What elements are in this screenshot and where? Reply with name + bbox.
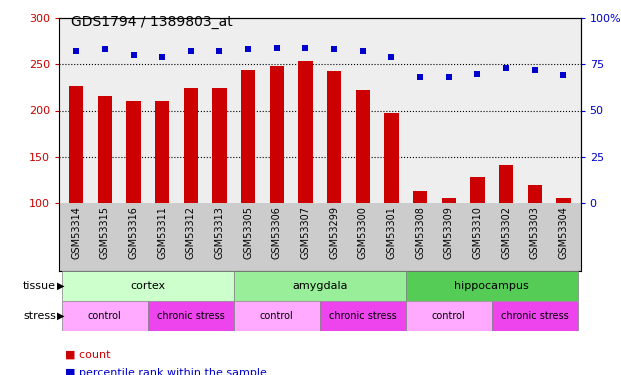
Bar bbox=[126, 101, 141, 203]
Bar bbox=[270, 66, 284, 203]
Point bbox=[157, 54, 167, 60]
Bar bbox=[470, 177, 484, 203]
Bar bbox=[442, 198, 456, 203]
Point bbox=[100, 46, 110, 53]
Bar bbox=[413, 191, 427, 203]
Text: control: control bbox=[260, 311, 294, 321]
Bar bbox=[148, 301, 234, 331]
Bar bbox=[327, 71, 342, 203]
Text: GSM53314: GSM53314 bbox=[71, 206, 81, 259]
Point bbox=[214, 48, 224, 54]
Point bbox=[530, 67, 540, 73]
Text: GSM53305: GSM53305 bbox=[243, 206, 253, 260]
Bar bbox=[528, 184, 542, 203]
Text: chronic stress: chronic stress bbox=[329, 311, 397, 321]
Text: GSM53315: GSM53315 bbox=[100, 206, 110, 260]
Point bbox=[501, 65, 511, 71]
Text: GSM53303: GSM53303 bbox=[530, 206, 540, 259]
Bar bbox=[384, 113, 399, 203]
Bar bbox=[155, 101, 170, 203]
Bar bbox=[234, 271, 406, 301]
Point bbox=[329, 46, 339, 53]
Text: ▶: ▶ bbox=[57, 311, 65, 321]
Point bbox=[243, 46, 253, 53]
Bar bbox=[69, 86, 83, 203]
Text: GSM53310: GSM53310 bbox=[473, 206, 483, 259]
Text: chronic stress: chronic stress bbox=[157, 311, 225, 321]
Text: tissue: tissue bbox=[23, 281, 56, 291]
Bar bbox=[298, 62, 312, 203]
Bar bbox=[97, 96, 112, 203]
Point bbox=[415, 74, 425, 80]
Text: ▶: ▶ bbox=[57, 281, 65, 291]
Bar bbox=[320, 301, 406, 331]
Text: GSM53312: GSM53312 bbox=[186, 206, 196, 260]
Point bbox=[558, 72, 568, 78]
Text: amygdala: amygdala bbox=[292, 281, 348, 291]
Text: ■ count: ■ count bbox=[65, 350, 111, 360]
Bar bbox=[356, 90, 370, 203]
Bar bbox=[556, 198, 571, 203]
Bar bbox=[499, 165, 514, 203]
Bar bbox=[184, 88, 198, 203]
Text: GSM53309: GSM53309 bbox=[444, 206, 454, 259]
Point bbox=[71, 48, 81, 54]
Text: GSM53300: GSM53300 bbox=[358, 206, 368, 259]
Text: hippocampus: hippocampus bbox=[455, 281, 529, 291]
Bar bbox=[234, 301, 320, 331]
Text: control: control bbox=[432, 311, 466, 321]
Bar bbox=[492, 301, 578, 331]
Text: GSM53301: GSM53301 bbox=[386, 206, 396, 259]
Bar bbox=[406, 271, 578, 301]
Bar bbox=[62, 301, 148, 331]
Text: GSM53306: GSM53306 bbox=[272, 206, 282, 259]
Point bbox=[473, 70, 483, 76]
Point bbox=[129, 52, 138, 58]
Text: GSM53304: GSM53304 bbox=[558, 206, 568, 259]
Text: GSM53311: GSM53311 bbox=[157, 206, 167, 259]
Bar bbox=[406, 301, 492, 331]
Text: cortex: cortex bbox=[130, 281, 165, 291]
Bar bbox=[241, 70, 255, 203]
Text: GSM53316: GSM53316 bbox=[129, 206, 138, 259]
Text: GDS1794 / 1389803_at: GDS1794 / 1389803_at bbox=[71, 15, 233, 29]
Text: GSM53307: GSM53307 bbox=[301, 206, 310, 260]
Bar bbox=[212, 88, 227, 203]
Text: ■ percentile rank within the sample: ■ percentile rank within the sample bbox=[65, 369, 267, 375]
Bar bbox=[62, 271, 234, 301]
Point bbox=[301, 45, 310, 51]
Text: stress: stress bbox=[23, 311, 56, 321]
Point bbox=[444, 74, 454, 80]
Text: GSM53308: GSM53308 bbox=[415, 206, 425, 259]
Text: GSM53313: GSM53313 bbox=[214, 206, 225, 259]
Text: GSM53302: GSM53302 bbox=[501, 206, 511, 260]
Point bbox=[272, 45, 282, 51]
Text: control: control bbox=[88, 311, 122, 321]
Point bbox=[186, 48, 196, 54]
Point bbox=[358, 48, 368, 54]
Text: chronic stress: chronic stress bbox=[501, 311, 569, 321]
Text: GSM53299: GSM53299 bbox=[329, 206, 339, 260]
Point bbox=[386, 54, 396, 60]
